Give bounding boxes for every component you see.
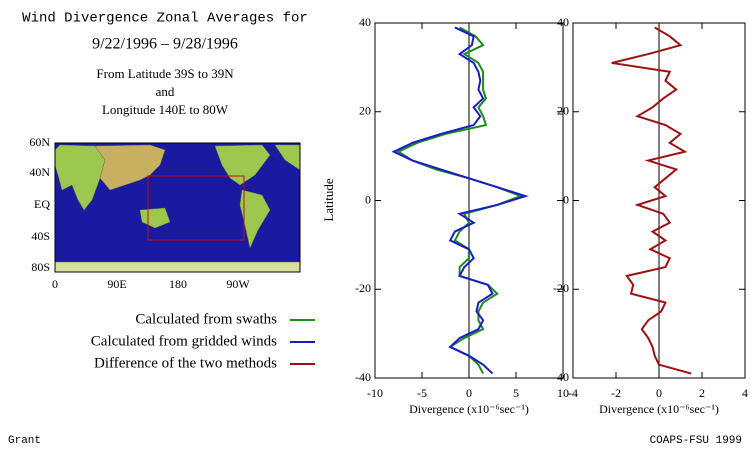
x-tick-label: 0 (656, 386, 662, 400)
legend-label: Calculated from swaths (135, 311, 277, 327)
map-lat-label: 40N (29, 165, 50, 179)
y-tick-label: 40 (359, 15, 371, 29)
x-tick-label: 0 (466, 386, 472, 400)
x-tick-label: -4 (568, 386, 578, 400)
map-lat-label: 40S (31, 229, 50, 243)
y-tick-label: -40 (355, 370, 371, 384)
y-tick-label: 20 (557, 104, 569, 118)
region: Longitude 140E to 80W (102, 102, 229, 117)
legend-label: Difference of the two methods (94, 355, 277, 371)
profile-line (611, 26, 692, 375)
x-axis-label: Divergence (x10⁻⁶sec⁻¹) (409, 402, 529, 416)
title: Wind Divergence Zonal Averages for (22, 11, 308, 27)
region: and (156, 84, 175, 99)
map-lat-label: EQ (34, 197, 50, 211)
dates: 9/22/1996 – 9/28/1996 (92, 36, 238, 53)
y-tick-label: -40 (553, 370, 569, 384)
y-axis-label: Latitude (321, 178, 336, 222)
x-tick-label: -10 (367, 386, 383, 400)
x-tick-label: -2 (611, 386, 621, 400)
map-lat-label: 80S (31, 260, 50, 274)
y-tick-label: 20 (359, 104, 371, 118)
x-axis-label: Divergence (x10⁻⁶sec⁻¹) (599, 402, 719, 416)
map (54, 142, 301, 273)
y-tick-label: 40 (557, 15, 569, 29)
profile-line (391, 26, 529, 375)
x-tick-label: 10 (557, 386, 569, 400)
map-lon-label: 0 (52, 277, 58, 291)
map-lat-label: 60N (29, 135, 50, 149)
x-tick-label: -5 (417, 386, 427, 400)
land (54, 144, 301, 273)
x-tick-label: 4 (742, 386, 748, 400)
map-lon-label: 90W (226, 277, 250, 291)
map-lon-label: 90E (107, 277, 126, 291)
map-lon-label: 180 (169, 277, 187, 291)
footer-left: Grant (8, 435, 41, 447)
y-tick-label: 0 (365, 192, 371, 206)
y-tick-label: -20 (355, 281, 371, 295)
legend-label: Calculated from gridded winds (91, 333, 277, 349)
map-frame (54, 142, 301, 273)
x-tick-label: 2 (699, 386, 705, 400)
y-tick-label: 0 (563, 192, 569, 206)
profile-line (396, 26, 524, 375)
x-tick-label: 5 (513, 386, 519, 400)
y-tick-label: -20 (553, 281, 569, 295)
region: From Latitude 39S to 39N (96, 66, 234, 81)
footer-right: COAPS-FSU 1999 (650, 435, 742, 447)
region-box (147, 175, 245, 241)
